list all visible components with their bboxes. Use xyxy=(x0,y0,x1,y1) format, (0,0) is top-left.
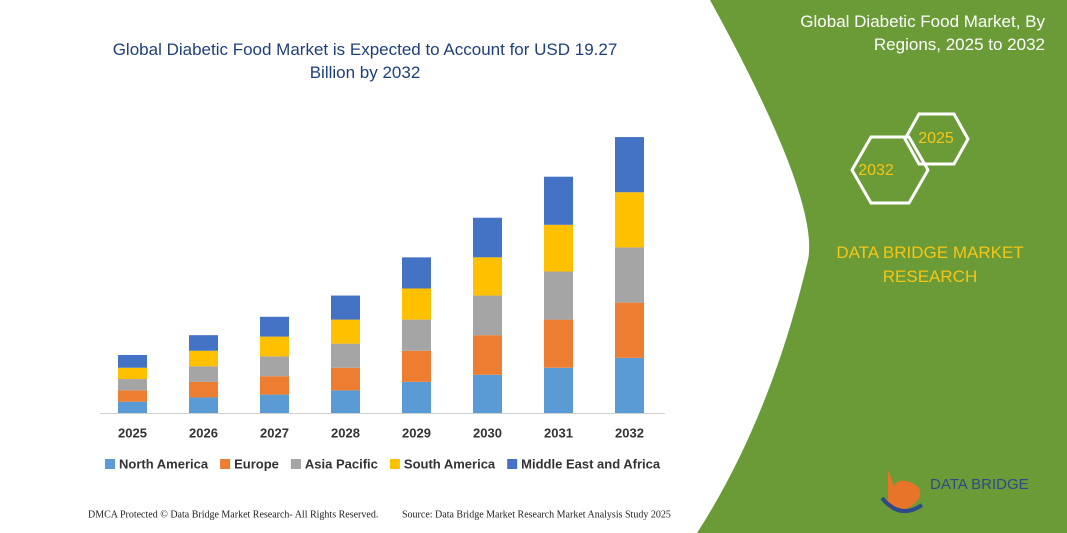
bar-segment xyxy=(189,397,218,413)
brand-text: DATA BRIDGE MARKET RESEARCH xyxy=(836,243,1024,286)
bar-segment xyxy=(402,381,431,413)
bar-segment xyxy=(544,224,573,272)
footer-right: Source: Data Bridge Market Research Mark… xyxy=(402,509,671,520)
bar-segment xyxy=(402,257,431,289)
x-tick-label: 2025 xyxy=(118,425,147,440)
bar-segment xyxy=(402,350,431,382)
bar-segment xyxy=(118,354,147,368)
bar-segment xyxy=(331,319,360,344)
logo-swoosh xyxy=(880,496,924,514)
bar-segment xyxy=(615,247,644,303)
bar-segment xyxy=(118,367,147,380)
bar-segment xyxy=(544,319,573,368)
bar-segment xyxy=(118,390,147,402)
bar-segment xyxy=(544,367,573,413)
bar-segment xyxy=(473,217,502,258)
legend-label: Europe xyxy=(234,456,279,471)
bar-segment xyxy=(189,335,218,351)
legend-swatch xyxy=(220,459,231,469)
logo-mark xyxy=(888,470,921,511)
legend-label: North America xyxy=(119,456,209,471)
bar-segment xyxy=(331,343,360,368)
bar-segment xyxy=(331,367,360,391)
legend-swatch xyxy=(507,459,518,469)
logo: DATA BRIDGE xyxy=(880,470,1029,514)
bar-segment xyxy=(260,394,289,413)
hexagon xyxy=(850,135,930,205)
green-panel xyxy=(697,0,1067,533)
hex-label: 2025 xyxy=(918,130,954,147)
bar-segment xyxy=(615,192,644,248)
bar-segment xyxy=(402,319,431,351)
bar-segment xyxy=(189,381,218,398)
hex-label: 2032 xyxy=(858,162,894,179)
bar-segment xyxy=(544,271,573,320)
logo-text: DATA BRIDGE xyxy=(930,476,1029,493)
bar-segment xyxy=(473,335,502,375)
bar-segment xyxy=(473,257,502,296)
x-tick-label: 2030 xyxy=(473,425,502,440)
legend-swatch xyxy=(389,459,400,469)
bar-segment xyxy=(331,295,360,320)
bar-segment xyxy=(118,379,147,391)
x-tick-label: 2028 xyxy=(331,425,360,440)
x-tick-label: 2031 xyxy=(544,425,573,440)
bar-segment xyxy=(402,288,431,320)
bar-segment xyxy=(331,390,360,413)
panel-title: Global Diabetic Food Market, By Regions,… xyxy=(800,12,1045,54)
x-tick-label: 2026 xyxy=(189,425,218,440)
x-tick-label: 2029 xyxy=(402,425,431,440)
x-tick-label: 2027 xyxy=(260,425,289,440)
legend-label: Asia Pacific xyxy=(305,456,378,471)
bar-segment xyxy=(544,176,573,225)
bar-segment xyxy=(189,366,218,382)
hexagon xyxy=(903,112,970,166)
legend-label: Middle East and Africa xyxy=(521,456,661,471)
bar-segment xyxy=(189,350,218,367)
bar-segment xyxy=(473,374,502,413)
bar-segment xyxy=(473,295,502,336)
legend-swatch xyxy=(105,459,115,469)
chart-title: Global Diabetic Food Market is Expected … xyxy=(112,40,618,82)
bar-segment xyxy=(260,316,289,337)
bar-segment xyxy=(260,336,289,357)
bar-segment xyxy=(118,401,147,413)
bar-segment xyxy=(260,376,289,395)
bar-segment xyxy=(260,356,289,377)
bar-segment xyxy=(615,137,644,193)
legend-swatch xyxy=(290,459,301,469)
footer-left: DMCA Protected © Data Bridge Market Rese… xyxy=(88,509,378,520)
x-tick-label: 2032 xyxy=(615,425,644,440)
legend-label: South America xyxy=(404,456,496,471)
bar-segment xyxy=(615,302,644,358)
bar-segment xyxy=(615,357,644,413)
